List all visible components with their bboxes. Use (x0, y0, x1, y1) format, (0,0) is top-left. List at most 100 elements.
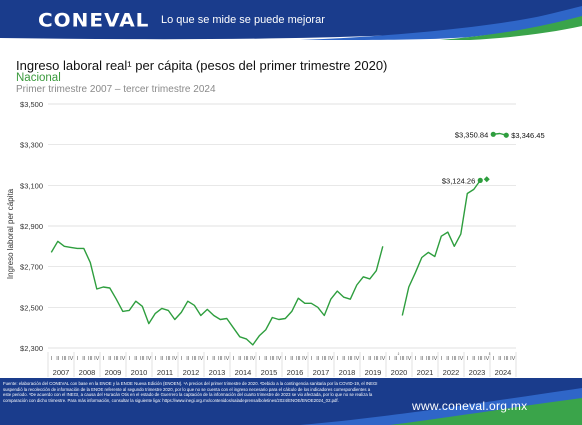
x-year-label: 2015 (261, 368, 278, 377)
x-quarter-label: I (414, 356, 416, 362)
x-quarter-label: III (62, 356, 67, 362)
x-quarter-label: I (258, 356, 260, 362)
header-banner: CONEVAL Lo que se mide se puede mejorar (0, 0, 582, 40)
x-year-label: 2016 (287, 368, 304, 377)
x-quarter-label: I (388, 356, 390, 362)
x-quarter-label: III (322, 356, 327, 362)
x-quarter-label: II (446, 356, 450, 362)
x-year-label: 2013 (209, 368, 226, 377)
x-quarter-label: IV (510, 356, 516, 362)
chart-title: Ingreso laboral real¹ per cápita (pesos … (16, 58, 388, 73)
chart-series (50, 132, 507, 346)
x-quarter-label: III (166, 356, 171, 362)
x-year-label: 2007 (53, 368, 70, 377)
line-chart: $2,300 $2,500 $2,700 $2,900 $3,100 $3,300 $3,5… (6, 100, 545, 377)
x-quarter-label: I (362, 356, 364, 362)
footer-banner: Fuente: elaboración del CONEVAL con base… (0, 378, 582, 425)
x-quarter-label: II (186, 356, 190, 362)
x-quarter-label: IV (328, 356, 334, 362)
y-axis-label: Ingreso laboral per cápita (6, 188, 15, 279)
chart-markers: $3,124.26 $3,350.84 $3,346.45 (442, 130, 545, 185)
data-point-diamond (483, 176, 490, 183)
x-quarter-label: IV (458, 356, 464, 362)
x-quarter-label: III (140, 356, 145, 362)
x-year-label: 2021 (417, 368, 434, 377)
x-year-label: 2018 (339, 368, 356, 377)
x-quarter-label: III (452, 356, 457, 362)
x-quarter-label: I (336, 356, 338, 362)
x-quarter-label: II (238, 356, 242, 362)
footer-notes: Fuente: elaboración del CONEVAL con base… (3, 381, 378, 403)
x-quarter-label: I (76, 356, 78, 362)
x-break-footnote: ³ (489, 352, 491, 357)
x-quarter-label: III (426, 356, 431, 362)
x-quarter-label: II (82, 356, 86, 362)
x-quarter-label: III (270, 356, 275, 362)
data-label: $3,346.45 (511, 131, 544, 140)
chart-subtitle: Nacional (16, 72, 61, 84)
x-quarter-label: III (478, 356, 483, 362)
series-line (401, 179, 481, 316)
data-point (490, 131, 496, 137)
chart-gridlines (48, 103, 516, 349)
x-quarter-label: I (154, 356, 156, 362)
x-quarter-label: IV (172, 356, 178, 362)
x-quarter-label: I (492, 356, 494, 362)
x-quarter-label: I (50, 356, 52, 362)
x-year-label: 2011 (157, 368, 173, 377)
y-tick-label: $3,500 (20, 100, 43, 109)
x-year-label: 2022 (443, 368, 460, 377)
x-quarter-label: IV (276, 356, 282, 362)
x-quarter-label: IV (354, 356, 360, 362)
footer-background (0, 378, 582, 425)
x-quarter-label: IV (484, 356, 490, 362)
x-quarter-label: III (114, 356, 119, 362)
x-year-label: 2009 (105, 368, 122, 377)
y-tick-label: $3,100 (20, 181, 43, 190)
header-navy-band (0, 0, 582, 40)
x-quarter-label: II (160, 356, 164, 362)
x-quarter-label: I (180, 356, 182, 362)
x-quarter-label: III (88, 356, 93, 362)
x-year-label: 2024 (495, 368, 512, 377)
x-quarter-label: II (316, 356, 320, 362)
x-quarter-label: II (108, 356, 112, 362)
x-quarter-label: IV (250, 356, 256, 362)
x-year-label: 2023 (469, 368, 486, 377)
data-point (503, 132, 509, 138)
x-quarter-label: I (310, 356, 312, 362)
header-background (0, 0, 582, 40)
y-tick-label: $2,700 (20, 263, 43, 272)
x-year-label: 2014 (235, 368, 252, 377)
x-quarter-label: IV (406, 356, 412, 362)
x-quarter-label: II (342, 356, 346, 362)
x-year-label: 2012 (183, 368, 200, 377)
x-quarter-label: IV (224, 356, 230, 362)
x-quarter-label: II (472, 356, 476, 362)
website-link[interactable]: www.coneval.org.mx (412, 399, 528, 413)
x-quarter-label: IV (146, 356, 152, 362)
header-slogan: Lo que se mide se puede mejorar (161, 14, 325, 26)
x-quarter-label: IV (68, 356, 74, 362)
x-quarter-label: IV (120, 356, 126, 362)
x-year-label: 2020 (391, 368, 408, 377)
x-quarter-label: III (400, 356, 405, 362)
x-quarter-label: III (218, 356, 223, 362)
x-quarter-label: I (440, 356, 442, 362)
x-quarter-label: IV (302, 356, 308, 362)
chart-period: Primer trimestre 2007 – tercer trimestre… (16, 84, 216, 95)
x-quarter-label: III (296, 356, 301, 362)
x-quarter-label: I (102, 356, 104, 362)
y-tick-label: $2,900 (20, 222, 43, 231)
x-year-label: 2008 (79, 368, 96, 377)
x-quarter-label: III (244, 356, 249, 362)
x-quarter-label: IV (94, 356, 100, 362)
series-line (50, 240, 384, 346)
x-quarter-label: II (212, 356, 216, 362)
coneval-logo: CONEVAL (38, 8, 150, 32)
x-year-label: 2010 (131, 368, 148, 377)
footer-green-swoosh (390, 398, 582, 425)
header-green-swoosh (440, 16, 582, 40)
x-quarter-label: III (374, 356, 379, 362)
